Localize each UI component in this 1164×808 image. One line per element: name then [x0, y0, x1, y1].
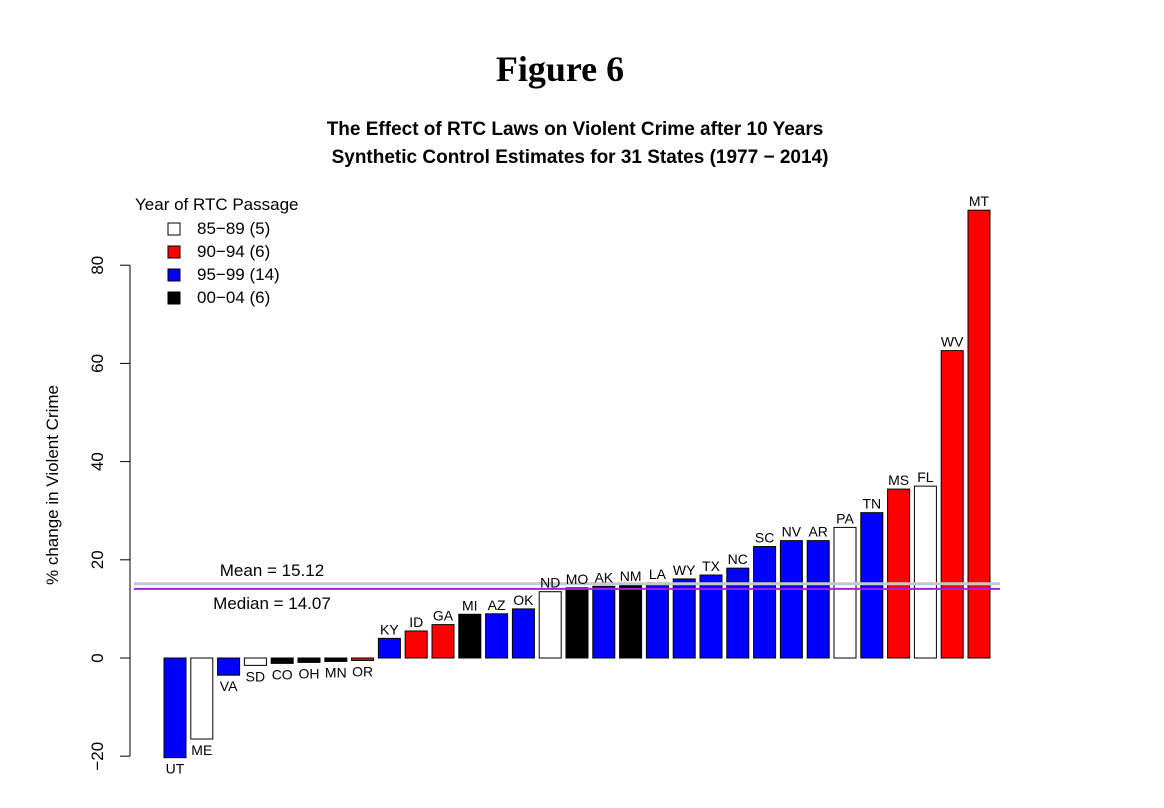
- legend-swatch: [167, 291, 181, 305]
- bar-tn: [860, 512, 884, 659]
- legend-label: 95−99 (14): [197, 265, 280, 284]
- bar-mo: [565, 587, 589, 659]
- legend-label: 85−89 (5): [197, 219, 270, 238]
- bar-wy: [672, 578, 696, 659]
- bar-mn: [324, 657, 348, 662]
- y-tick-label: 20: [88, 550, 107, 569]
- bar-ak: [592, 585, 616, 659]
- bar-label: KY: [380, 621, 399, 637]
- bar-label: OH: [299, 665, 320, 681]
- bar-ga: [431, 624, 455, 659]
- bar-label: WV: [941, 334, 964, 350]
- figure-title: Figure 6: [495, 49, 625, 89]
- bar-sd: [243, 657, 267, 666]
- y-tick-label: 60: [88, 354, 107, 373]
- y-tick-label: 80: [88, 256, 107, 275]
- bar-label: ME: [191, 742, 212, 758]
- bar-ms: [887, 488, 911, 659]
- legend-swatch: [167, 222, 181, 236]
- bar-label: TX: [702, 558, 721, 574]
- bar-label: NV: [782, 524, 802, 540]
- bars: [163, 209, 991, 759]
- y-tick-label: 40: [88, 452, 107, 471]
- y-axis-label: % change in Violent Crime: [43, 385, 62, 585]
- bar-label: VA: [220, 678, 238, 694]
- bar-label: AK: [594, 569, 613, 585]
- chart-subtitle: Synthetic Control Estimates for 31 State…: [332, 147, 829, 168]
- legend: Year of RTC Passage 85−89 (5) 90−94 (6) 95…: [135, 195, 298, 307]
- bar-label: ND: [540, 575, 560, 591]
- bar-label: FL: [917, 469, 934, 485]
- bar-or: [351, 657, 375, 661]
- mean-label: Mean = 15.12: [220, 561, 324, 580]
- chart-title: The Effect of RTC Laws on Violent Crime …: [327, 119, 824, 140]
- bar-label: AR: [808, 524, 827, 540]
- bar-tx: [699, 574, 723, 659]
- bar-co: [270, 657, 294, 664]
- bar-label: WY: [673, 562, 696, 578]
- bar-oh: [297, 657, 321, 663]
- y-tick-label: 0: [88, 653, 107, 662]
- bar-ar: [806, 540, 830, 659]
- bar-nm: [619, 584, 643, 659]
- bar-sc: [753, 546, 777, 659]
- bar-label: OR: [352, 663, 373, 679]
- bar-nc: [726, 567, 750, 659]
- bar-label: SC: [755, 530, 774, 546]
- legend-swatch: [167, 268, 181, 282]
- legend-title: Year of RTC Passage: [135, 195, 298, 214]
- bar-ok: [511, 608, 535, 659]
- bar-wv: [940, 350, 964, 659]
- bar-label: PA: [836, 510, 854, 526]
- bar-ky: [377, 637, 401, 659]
- bar-label: AZ: [488, 597, 506, 613]
- bar-fl: [913, 485, 937, 659]
- legend-swatch: [167, 245, 181, 259]
- y-axis: −20 0 20 40 60 80: [88, 256, 131, 771]
- y-tick-label: −20: [88, 742, 107, 771]
- bar-id: [404, 630, 428, 659]
- bar-label: MI: [462, 597, 478, 613]
- bar-label: OK: [513, 592, 534, 608]
- bar-label: MO: [566, 571, 589, 587]
- bar-label: UT: [166, 761, 185, 777]
- bar-ut: [163, 657, 187, 759]
- bar-mi: [458, 613, 482, 659]
- bar-mt: [967, 209, 991, 659]
- bar-label: MS: [888, 472, 909, 488]
- bar-label: NM: [620, 568, 642, 584]
- bar-label: SD: [246, 668, 265, 684]
- bar-va: [217, 657, 241, 676]
- bar-label: GA: [433, 608, 454, 624]
- bar-la: [645, 582, 669, 659]
- median-label: Median = 14.07: [213, 594, 331, 613]
- bar-label: MN: [325, 664, 347, 680]
- legend-label: 00−04 (6): [197, 288, 270, 307]
- bar-nd: [538, 591, 562, 659]
- bar-nv: [779, 540, 803, 659]
- bar-label: TN: [862, 496, 881, 512]
- bar-az: [485, 613, 509, 659]
- bar-me: [190, 657, 214, 740]
- bar-label: CO: [272, 666, 293, 682]
- bar-pa: [833, 526, 857, 659]
- reference-lines: Mean = 15.12 Median = 14.07: [134, 561, 1000, 613]
- bar-labels: UT ME VA SD CO OH MN OR KY ID GA MI AZ OK ND MO AK NM LA WY…: [166, 193, 990, 776]
- bar-label: LA: [649, 566, 667, 582]
- bar-label: MT: [969, 193, 990, 209]
- bar-label: NC: [728, 551, 748, 567]
- legend-label: 90−94 (6): [197, 242, 270, 261]
- bar-label: ID: [409, 614, 423, 630]
